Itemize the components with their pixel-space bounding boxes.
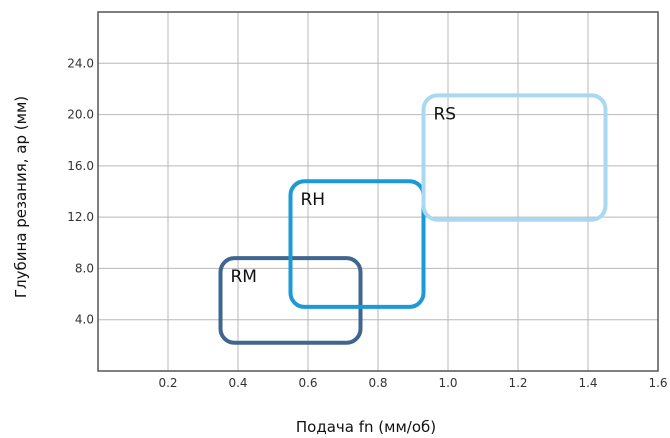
region-rm-label: RM bbox=[231, 267, 257, 287]
grid bbox=[98, 12, 659, 371]
x-tick-label: 0.4 bbox=[228, 376, 247, 390]
y-tick-label: 12.0 bbox=[67, 210, 94, 224]
region-rh-box bbox=[288, 179, 426, 309]
x-tick-label: 1.4 bbox=[578, 376, 597, 390]
region-rs-box bbox=[421, 93, 608, 222]
y-tick-label: 16.0 bbox=[67, 159, 94, 173]
x-tick-label: 0.6 bbox=[298, 376, 317, 390]
x-tick-label: 0.2 bbox=[158, 376, 177, 390]
y-axis-title: Глубина резания, ap (мм) bbox=[12, 96, 30, 298]
region-rh-label: RH bbox=[301, 190, 326, 210]
x-axis-title: Подача fn (мм/об) bbox=[296, 418, 436, 436]
regions: RM RH RS bbox=[218, 93, 608, 345]
y-ticks: 4.0 8.0 12.0 16.0 20.0 24.0 bbox=[67, 56, 94, 326]
x-tick-label: 0.8 bbox=[368, 376, 387, 390]
region-rs-label: RS bbox=[434, 104, 457, 124]
plot-frame bbox=[97, 11, 659, 372]
x-tick-label: 1.6 bbox=[648, 376, 667, 390]
y-tick-label: 24.0 bbox=[67, 56, 94, 70]
x-tick-label: 1.2 bbox=[508, 376, 527, 390]
x-tick-label: 1.0 bbox=[438, 376, 457, 390]
y-tick-label: 20.0 bbox=[67, 108, 94, 122]
x-ticks: 0.2 0.4 0.6 0.8 1.0 1.2 1.4 1.6 bbox=[158, 376, 667, 390]
y-tick-label: 8.0 bbox=[75, 261, 94, 275]
y-tick-label: 4.0 bbox=[75, 313, 94, 327]
